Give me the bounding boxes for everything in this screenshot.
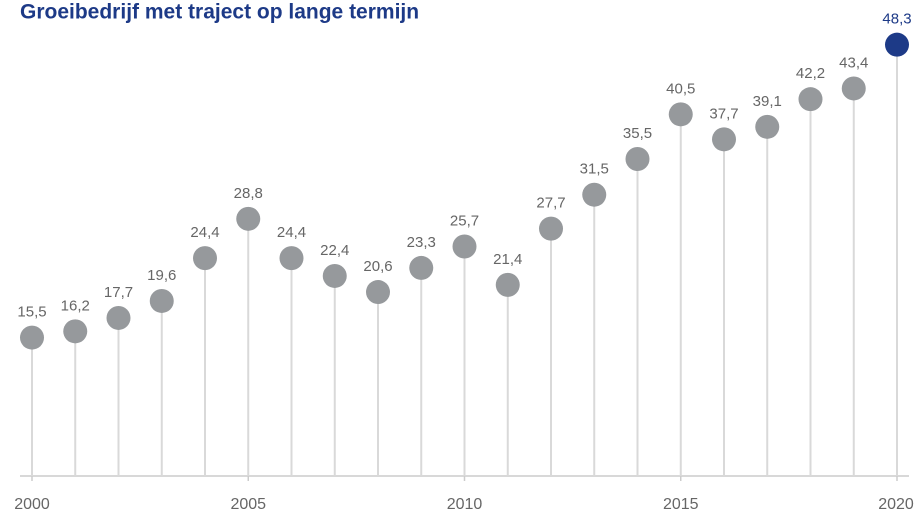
value-label: 28,8	[234, 185, 263, 202]
value-label: 43,4	[839, 54, 868, 71]
dot	[625, 146, 650, 171]
dot	[452, 234, 477, 259]
x-tick-label: 2000	[14, 496, 50, 513]
dot	[798, 87, 823, 112]
dot	[279, 246, 304, 271]
x-tick-label: 2015	[663, 496, 699, 513]
chart-title: Groeibedrijf met traject op lange termij…	[20, 1, 419, 24]
dot	[236, 206, 261, 231]
value-label: 39,1	[753, 93, 782, 110]
value-label: 20,6	[363, 258, 392, 275]
value-label: 16,2	[61, 297, 90, 314]
x-tick-label: 2005	[230, 496, 266, 513]
dot	[841, 76, 866, 101]
dot	[495, 272, 520, 297]
value-label: 22,4	[320, 242, 349, 259]
value-label: 17,7	[104, 284, 133, 301]
value-label: 15,5	[17, 304, 46, 321]
x-tick-label: 2020	[878, 496, 914, 513]
dot	[366, 280, 390, 305]
value-label: 35,5	[623, 125, 652, 142]
dot	[539, 216, 563, 241]
value-label: 24,4	[190, 224, 219, 241]
dot	[149, 288, 174, 313]
value-label: 25,7	[450, 212, 479, 229]
dot	[755, 114, 780, 139]
x-tick-label: 2010	[447, 496, 483, 513]
value-label: 42,2	[796, 65, 825, 82]
value-label: 27,7	[536, 195, 565, 212]
dot	[20, 325, 44, 350]
dot	[668, 102, 693, 127]
dot	[885, 32, 909, 57]
dot	[193, 246, 217, 271]
dot	[582, 182, 607, 207]
dot	[63, 319, 88, 344]
dot	[409, 255, 434, 280]
value-label: 37,7	[709, 105, 738, 122]
dot	[322, 263, 347, 288]
value-label: 40,5	[666, 80, 695, 97]
dot	[106, 305, 131, 330]
dot	[712, 127, 736, 152]
value-label: 23,3	[407, 234, 436, 251]
value-label: 21,4	[493, 251, 522, 268]
value-label: 19,6	[147, 267, 176, 284]
value-label: 48,3	[882, 11, 911, 28]
value-label: 24,4	[277, 224, 306, 241]
value-label: 31,5	[580, 161, 609, 178]
